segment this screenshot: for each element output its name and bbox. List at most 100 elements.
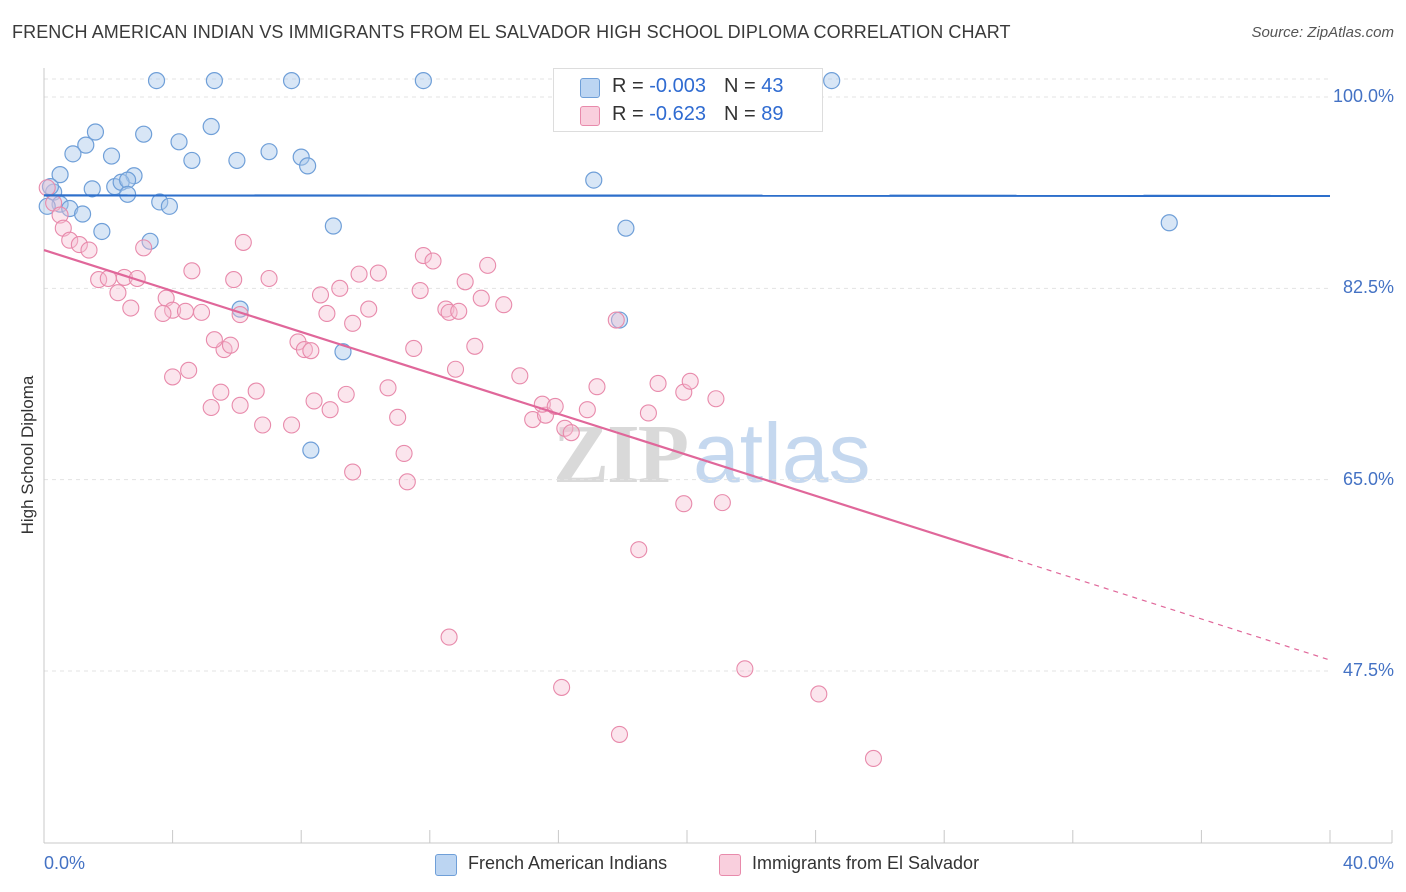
data-point-immigrants-el-salvador: [495, 296, 513, 314]
data-point-immigrants-el-salvador: [675, 383, 693, 401]
data-point-immigrants-el-salvador: [61, 231, 79, 249]
data-point-immigrants-el-salvador: [610, 725, 629, 743]
data-point-french-american-indians: [83, 180, 101, 198]
trend-line-extension-immigrants-el-salvador: [1008, 556, 1331, 661]
blue-swatch: [580, 78, 600, 98]
data-point-immigrants-el-salvador: [80, 241, 98, 259]
data-point-french-american-indians: [77, 136, 95, 154]
data-point-french-american-indians: [135, 125, 153, 143]
legend-swatch-pink: [719, 854, 741, 876]
y-tick-label: 82.5%: [1342, 277, 1394, 298]
data-point-immigrants-el-salvador: [360, 300, 378, 318]
data-point-immigrants-el-salvador: [295, 341, 313, 359]
legend-swatch-blue: [435, 854, 457, 876]
axes: [43, 68, 1393, 844]
data-point-french-american-indians: [228, 151, 246, 170]
r-label: R =: [612, 75, 650, 97]
data-point-immigrants-el-salvador: [588, 378, 606, 396]
data-point-immigrants-el-salvador: [424, 252, 442, 270]
data-point-immigrants-el-salvador: [212, 383, 230, 401]
data-point-immigrants-el-salvador: [681, 372, 699, 390]
data-point-immigrants-el-salvador: [562, 424, 580, 442]
x-tick-label-min: 0.0%: [44, 853, 86, 873]
data-point-french-american-indians: [141, 232, 159, 250]
data-point-french-american-indians: [64, 145, 82, 163]
n-label: N =: [723, 103, 762, 125]
data-point-immigrants-el-salvador: [546, 397, 564, 415]
data-point-immigrants-el-salvador: [553, 678, 571, 696]
legend-label: French American Indians: [468, 853, 668, 873]
data-point-french-american-indians: [205, 71, 223, 90]
y-tick-label: 65.0%: [1342, 468, 1394, 489]
data-point-french-american-indians: [324, 217, 342, 235]
data-point-french-american-indians: [202, 117, 220, 136]
data-point-french-american-indians: [86, 123, 105, 141]
data-point-immigrants-el-salvador: [225, 271, 243, 289]
trend-lines: [43, 194, 1331, 661]
watermark-zip: ZIP: [553, 408, 689, 501]
data-point-immigrants-el-salvador: [283, 416, 301, 434]
data-point-immigrants-el-salvador: [302, 342, 320, 360]
data-point-french-american-indians: [118, 171, 137, 189]
data-point-french-american-indians: [334, 343, 352, 361]
data-point-immigrants-el-salvador: [524, 410, 542, 429]
data-point-immigrants-el-salvador: [122, 299, 140, 317]
data-point-immigrants-el-salvador: [260, 269, 278, 288]
y-tick-label: 47.5%: [1342, 660, 1394, 680]
data-point-immigrants-el-salvador: [479, 256, 497, 274]
n-value: 43: [761, 75, 784, 97]
stats-legend: R = -0.003 N = 43 R = -0.623 N = 89: [553, 68, 823, 132]
data-point-immigrants-el-salvador: [639, 404, 657, 422]
data-point-immigrants-el-salvador: [318, 304, 336, 323]
data-point-french-american-indians: [260, 143, 278, 161]
data-point-immigrants-el-salvador: [437, 300, 455, 318]
watermark: ZIPatlas: [553, 405, 870, 503]
data-point-immigrants-el-salvador: [472, 289, 490, 307]
data-point-immigrants-el-salvador: [192, 303, 211, 321]
data-point-french-american-indians: [1160, 214, 1178, 232]
data-point-french-american-indians: [282, 71, 301, 90]
trend-line-french-american-indians: [43, 194, 1331, 198]
data-point-french-american-indians: [299, 157, 317, 175]
data-point-immigrants-el-salvador: [578, 401, 596, 419]
data-point-french-american-indians: [61, 199, 79, 218]
data-point-immigrants-el-salvador: [337, 385, 355, 403]
legend-label: Immigrants from El Salvador: [752, 853, 980, 873]
data-point-french-american-indians: [102, 147, 121, 165]
data-point-french-american-indians: [302, 441, 320, 459]
data-point-immigrants-el-salvador: [607, 311, 625, 329]
y-axis-label: High School Diploma: [18, 375, 37, 535]
chart-title: FRENCH AMERICAN INDIAN VS IMMIGRANTS FRO…: [12, 22, 1011, 42]
data-point-french-american-indians: [151, 193, 169, 211]
data-point-immigrants-el-salvador: [511, 367, 529, 385]
r-label: R =: [612, 103, 650, 125]
data-point-immigrants-el-salvador: [864, 749, 883, 768]
data-point-immigrants-el-salvador: [414, 246, 432, 265]
data-point-immigrants-el-salvador: [675, 495, 693, 513]
data-point-french-american-indians: [585, 171, 603, 189]
data-point-immigrants-el-salvador: [379, 379, 397, 397]
data-point-immigrants-el-salvador: [331, 279, 349, 297]
data-point-immigrants-el-salvador: [164, 301, 182, 319]
r-value: -0.623: [649, 103, 706, 125]
data-point-immigrants-el-salvador: [231, 396, 249, 414]
data-point-immigrants-el-salvador: [234, 233, 252, 251]
data-point-immigrants-el-salvador: [450, 302, 468, 320]
data-point-immigrants-el-salvador: [205, 331, 223, 349]
data-point-immigrants-el-salvador: [398, 473, 416, 491]
data-point-immigrants-el-salvador: [440, 628, 458, 646]
data-point-immigrants-el-salvador: [446, 360, 465, 378]
data-point-immigrants-el-salvador: [154, 304, 172, 323]
data-point-immigrants-el-salvador: [456, 273, 474, 291]
data-point-french-american-indians: [292, 148, 310, 166]
data-point-immigrants-el-salvador: [411, 281, 429, 300]
data-point-french-american-indians: [73, 205, 92, 223]
data-point-immigrants-el-salvador: [128, 269, 146, 288]
data-point-immigrants-el-salvador: [369, 264, 387, 282]
data-point-immigrants-el-salvador: [51, 206, 69, 224]
x-tick-label-max: 40.0%: [1342, 853, 1394, 873]
data-point-immigrants-el-salvador: [180, 361, 198, 379]
data-point-immigrants-el-salvador: [707, 390, 725, 408]
n-label: N =: [723, 75, 762, 97]
